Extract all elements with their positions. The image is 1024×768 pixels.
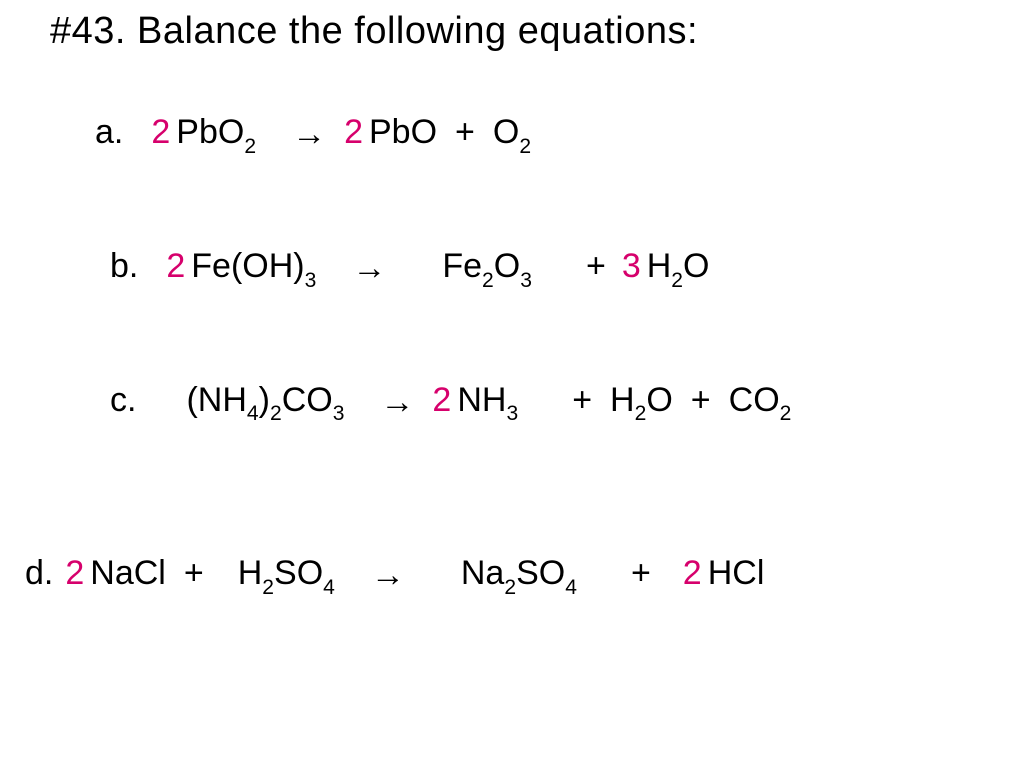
- reactant-c-1: (NH4)2CO3: [186, 381, 344, 425]
- plus-d-1: +: [184, 554, 204, 593]
- coef-a-1: 2: [151, 113, 170, 152]
- arrow-b: →: [352, 249, 386, 288]
- reactant-d-1: NaCl: [90, 554, 166, 593]
- product-a-2: O2: [493, 113, 531, 157]
- plus-b: +: [586, 247, 606, 286]
- arrow-d: →: [371, 556, 405, 595]
- label-d: d.: [25, 554, 53, 593]
- product-b-1: Fe2O3: [442, 247, 532, 291]
- equation-b: b. 2 Fe(OH)3 → Fe2O3 + 3 H2O: [110, 247, 1024, 291]
- product-c-1: NH3: [457, 381, 518, 425]
- equation-d: d. 2 NaCl + H2SO4 → Na2SO4 + 2 HCl: [25, 554, 1024, 598]
- product-c-2: H2O: [610, 381, 673, 425]
- plus-c-2: +: [691, 381, 711, 420]
- equation-a: a. 2 PbO2 → 2 PbO + O2: [95, 113, 1024, 157]
- reactant-d-2: H2SO4: [238, 554, 335, 598]
- product-d-1: Na2SO4: [461, 554, 577, 598]
- coef-d-2: 2: [683, 554, 702, 593]
- plus-c-1: +: [572, 381, 592, 420]
- product-a-1: PbO: [369, 113, 437, 152]
- coef-c-1: 2: [432, 381, 451, 420]
- slide: #43. Balance the following equations: a.…: [0, 0, 1024, 768]
- reactant-b-1: Fe(OH)3: [191, 247, 316, 291]
- label-b: b.: [110, 247, 138, 286]
- plus-d-2: +: [631, 554, 651, 593]
- product-b-2: H2O: [647, 247, 710, 291]
- arrow-c: →: [380, 383, 414, 422]
- arrow-a: →: [292, 115, 326, 154]
- coef-b-1: 2: [166, 247, 185, 286]
- product-d-2: HCl: [708, 554, 765, 593]
- plus-a: +: [455, 113, 475, 152]
- reactant-a-1: PbO2: [176, 113, 256, 157]
- label-c: c.: [110, 381, 136, 420]
- page-title: #43. Balance the following equations:: [50, 10, 1024, 53]
- equation-c: c. (NH4)2CO3 → 2 NH3 + H2O + CO2: [110, 381, 1024, 425]
- coef-b-2: 3: [622, 247, 641, 286]
- coef-a-2: 2: [344, 113, 363, 152]
- label-a: a.: [95, 113, 123, 152]
- product-c-3: CO2: [729, 381, 792, 425]
- coef-d-1: 2: [65, 554, 84, 593]
